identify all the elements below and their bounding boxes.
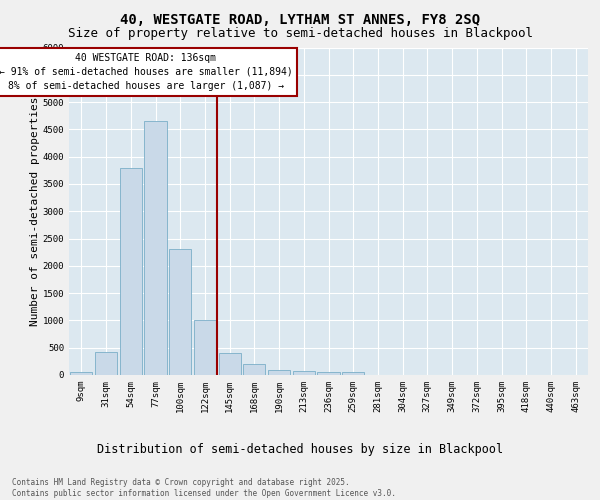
Bar (169, 250, 191, 375)
Bar (145, 121, 167, 375)
Y-axis label: Number of semi-detached properties: Number of semi-detached properties (30, 96, 40, 326)
Bar (218, 353, 241, 375)
Text: 40 WESTGATE ROAD: 136sqm
← 91% of semi-detached houses are smaller (11,894)
8% o: 40 WESTGATE ROAD: 136sqm ← 91% of semi-d… (0, 53, 292, 91)
Bar (243, 364, 265, 375)
Text: Contains HM Land Registry data © Crown copyright and database right 2025.
Contai: Contains HM Land Registry data © Crown c… (12, 478, 396, 498)
Bar (342, 372, 364, 375)
Bar (95, 352, 117, 375)
Text: 40, WESTGATE ROAD, LYTHAM ST ANNES, FY8 2SQ: 40, WESTGATE ROAD, LYTHAM ST ANNES, FY8 … (120, 12, 480, 26)
Bar (70, 372, 92, 375)
Text: Size of property relative to semi-detached houses in Blackpool: Size of property relative to semi-detach… (67, 28, 533, 40)
Bar (268, 370, 290, 375)
Bar (317, 372, 340, 375)
Bar (119, 168, 142, 375)
Bar (194, 320, 216, 375)
Text: Distribution of semi-detached houses by size in Blackpool: Distribution of semi-detached houses by … (97, 442, 503, 456)
Bar (293, 370, 315, 375)
